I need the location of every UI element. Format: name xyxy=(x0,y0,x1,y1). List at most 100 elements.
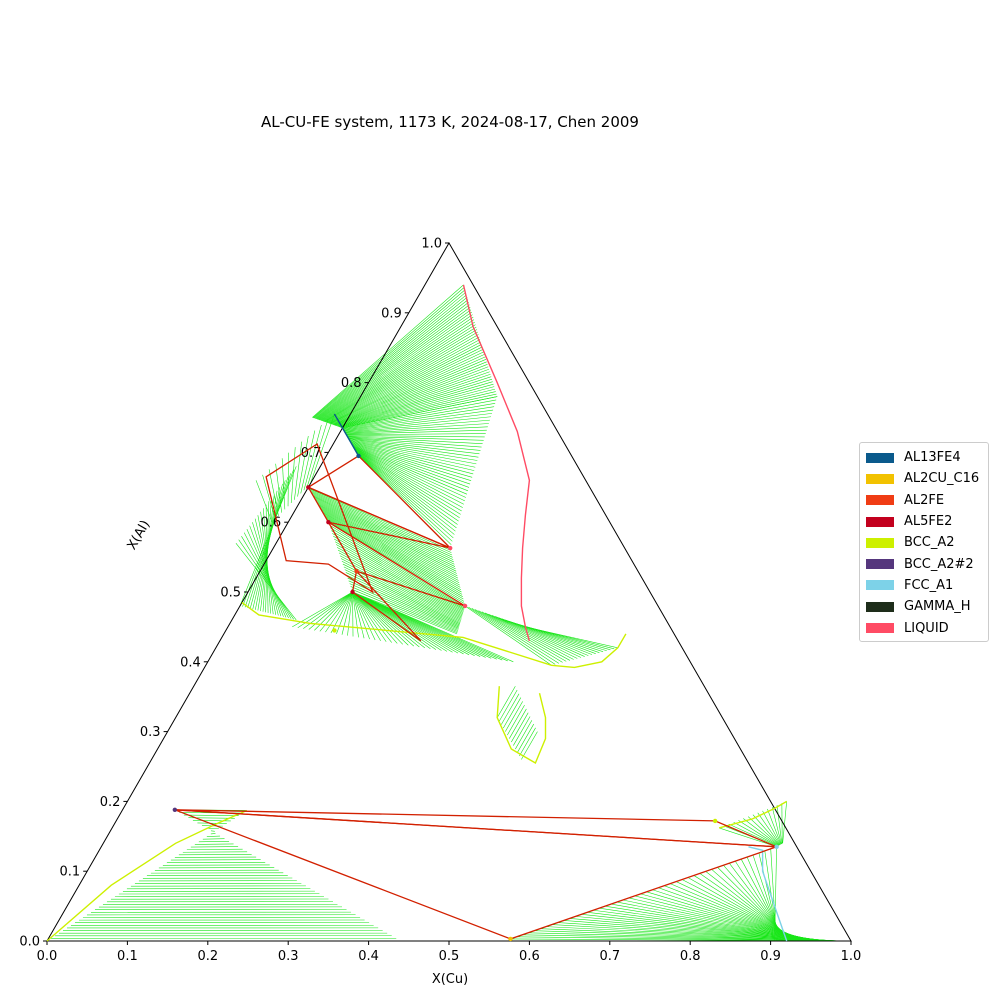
x-axis-label: X(Cu) xyxy=(432,972,468,987)
tie-line-liquid-al13fe4 xyxy=(332,361,487,425)
tie-line-bcc-al2fe xyxy=(260,511,274,615)
phase-boundary-al13fe4 xyxy=(333,413,360,457)
tie-line-liquid-al5fe2 xyxy=(317,502,457,574)
tie-line-liquid-al13fe4 xyxy=(330,351,484,425)
tie-line-liquid-bcc xyxy=(349,583,459,631)
tie-line-liquid-bcc-right xyxy=(491,614,582,658)
tie-line-bcc-fan xyxy=(352,591,359,638)
tie-line-liquid-al13fe4 xyxy=(351,443,471,485)
tie-line-liquid-bcc xyxy=(346,574,460,628)
tie-line-liquid-al5fe2 xyxy=(318,505,459,579)
tie-line-bcc-al2fe xyxy=(239,466,297,607)
tie-line-liquid-bcc xyxy=(340,558,462,621)
tie-line-liquid-bcc-right xyxy=(498,617,589,656)
tie-line-liquid-bcc-right xyxy=(481,611,571,661)
tie-line-liquid-al13fe4 xyxy=(353,446,465,502)
tie-line-liquid-al13fe4 xyxy=(316,302,469,420)
tie-line-liquid-al5fe2 xyxy=(314,498,456,567)
y-tick-label: 0.5 xyxy=(220,586,241,601)
y-tick-label: 0.0 xyxy=(19,935,40,950)
legend-swatch xyxy=(866,623,894,634)
phase-boundary-fcc_a1 xyxy=(748,846,788,942)
tie-line-bcc-gamma xyxy=(210,830,215,832)
y-tick-label: 0.1 xyxy=(60,865,81,880)
tie-line-liquid-al13fe4 xyxy=(343,406,495,431)
tie-line-liquid-al5fe2 xyxy=(312,495,454,563)
x-tick-label: 0.0 xyxy=(37,949,58,964)
three-phase-triangle xyxy=(351,569,422,642)
tie-line-liquid-bcc xyxy=(330,527,465,609)
tie-line-gamma-fcc xyxy=(752,854,782,942)
tie-line-bcc-fan xyxy=(347,591,353,636)
tie-line-bcc-pocket xyxy=(498,689,518,722)
tie-line-liquid-al13fe4 xyxy=(344,419,490,433)
tie-line-bcc-fcc xyxy=(762,810,781,845)
tie-line-bcc-fcc xyxy=(728,823,778,847)
tie-line-al5fe2 xyxy=(310,413,335,484)
invariant-point-marker xyxy=(712,818,718,824)
tie-line-liquid-al13fe4 xyxy=(317,304,470,420)
x-tick-label: 0.5 xyxy=(439,949,460,964)
tie-line-liquid-al13fe4 xyxy=(335,371,490,426)
tie-line-liquid-al5fe2 xyxy=(321,509,460,586)
y-tick-label: 1.0 xyxy=(421,237,442,252)
tie-line-bcc-al2fe xyxy=(246,529,287,618)
legend-swatch xyxy=(866,495,894,506)
legend-label: FCC_A1 xyxy=(904,577,954,593)
tie-line-gamma-fcc xyxy=(746,856,784,942)
tie-line-liquid-al13fe4 xyxy=(347,436,483,444)
tie-line-bcc-fan xyxy=(352,591,376,641)
tie-line-liquid-al13fe4 xyxy=(347,435,484,441)
tie-line-liquid-al13fe4 xyxy=(319,311,472,421)
tie-line-bcc-pocket xyxy=(517,723,535,753)
tie-line-al5fe2 xyxy=(306,419,329,488)
y-tick-label: 0.8 xyxy=(341,376,362,391)
tie-line-liquid-al13fe4 xyxy=(352,445,468,495)
phase-boundary-bcc_a2 xyxy=(718,800,788,829)
tie-line-liquid-al5fe2 xyxy=(326,519,465,602)
tie-line-liquid-al5fe2 xyxy=(309,489,452,553)
tie-line-liquid-al13fe4 xyxy=(320,316,474,421)
tie-line-liquid-al13fe4 xyxy=(345,423,489,434)
tie-line-al5fe2 xyxy=(294,441,303,500)
tie-line-liquid-al5fe2 xyxy=(323,513,462,593)
tie-line-bcc-gamma xyxy=(183,814,239,816)
tie-line-bcc-fcc xyxy=(743,818,779,846)
tie-line-liquid-bcc xyxy=(331,530,465,610)
tie-line-liquid-bcc-right xyxy=(488,613,578,659)
legend-item: BCC_A2#2 xyxy=(860,553,988,574)
tie-line-bcc-fan xyxy=(352,591,409,646)
tie-line-liquid-al5fe2 xyxy=(313,496,455,565)
tie-line-bcc-fan xyxy=(292,591,353,628)
invariant-point-marker xyxy=(332,628,337,633)
tie-line-bcc-fcc xyxy=(738,820,779,847)
tie-line-liquid-al13fe4 xyxy=(352,445,469,492)
tie-line-liquid-bcc xyxy=(339,555,462,620)
tie-line-bcc-pocket xyxy=(521,731,538,760)
tie-line-bcc-fan xyxy=(352,591,381,642)
tie-line-bcc-pocket xyxy=(505,701,523,732)
tie-line-bcc-gamma xyxy=(194,843,234,845)
tie-line-bcc-pocket xyxy=(503,697,522,729)
tie-line-liquid-al13fe4 xyxy=(318,306,471,420)
legend-swatch xyxy=(866,559,894,570)
y-tick-label: 0.9 xyxy=(381,306,402,321)
legend-swatch xyxy=(866,580,894,591)
phase-boundary-bcc_a2 xyxy=(46,809,248,942)
tie-line-liquid-al13fe4 xyxy=(320,314,473,421)
tie-line-bcc-al2fe xyxy=(254,518,279,616)
tie-line-liquid-bcc-right xyxy=(474,609,563,663)
tie-line-bcc-fan xyxy=(352,591,442,651)
tie-line-liquid-al13fe4 xyxy=(355,450,460,518)
tie-line-liquid-al5fe2 xyxy=(312,494,454,560)
legend-swatch xyxy=(866,473,894,484)
tie-line-liquid-al13fe4 xyxy=(326,339,481,423)
phase-boundary-liquid xyxy=(462,284,531,642)
tie-line-bcc-fan xyxy=(352,591,354,637)
tie-line-liquid-al13fe4 xyxy=(318,309,472,421)
legend-item: LIQUID xyxy=(860,617,988,638)
tie-line-liquid-al13fe4 xyxy=(314,294,467,419)
chart-title: AL-CU-FE system, 1173 K, 2024-08-17, Che… xyxy=(261,113,639,131)
tie-line-liquid-al13fe4 xyxy=(332,359,487,425)
